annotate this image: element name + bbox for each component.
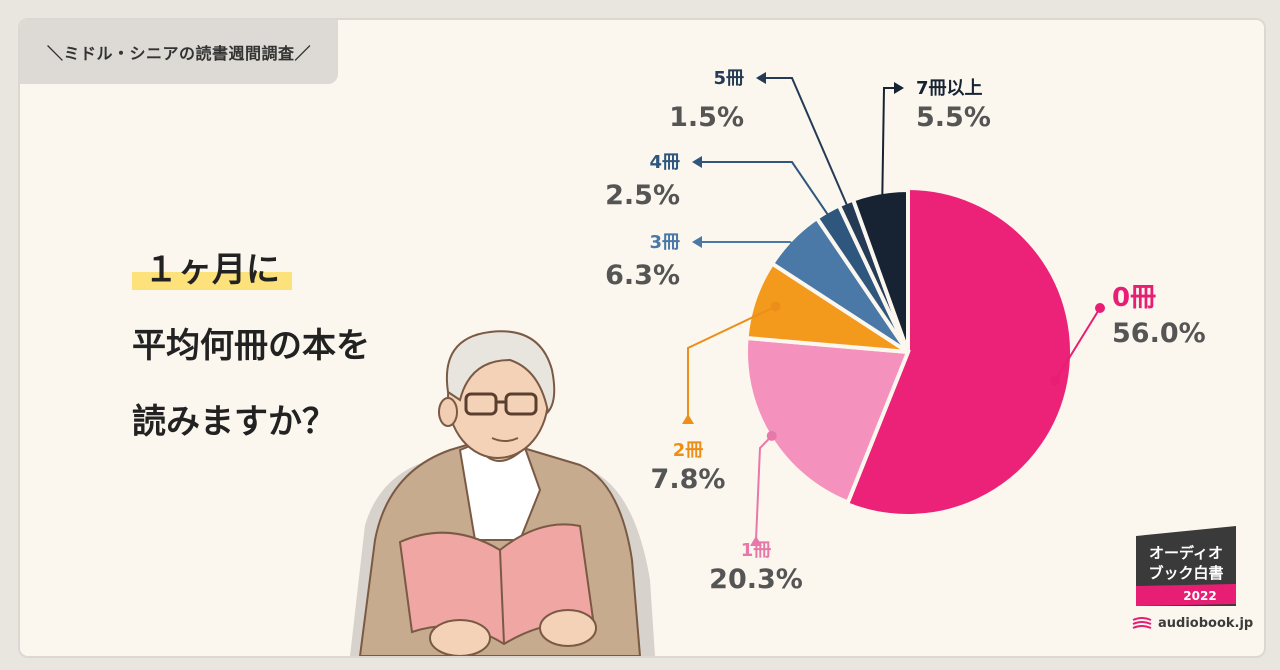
slice-value-4: 2.5% [605,180,680,211]
leader-dot-0 [1050,375,1061,386]
pie-slice-6 [850,187,910,353]
audiobook-logo-icon [1132,616,1152,629]
leader-marker-6 [894,82,904,94]
pie-slice-0 [844,185,1074,518]
badge-year: 2022 [1183,589,1216,603]
leader-line-0 [1054,307,1101,381]
slice-label-3: 3冊 [649,232,680,253]
card-frame: ＼ミドル・シニアの読書週間調査／ １ヶ月に 平均何冊の本を 読みますか？ 0冊 5… [18,18,1266,658]
slice-label-5: 5冊 [713,68,744,89]
leader-line-2 [687,305,777,418]
leader-dot-2 [770,301,781,312]
badge-line-1: オーディオ [1149,544,1223,562]
slice-value-5: 1.5% [669,102,744,133]
header-tag: ＼ミドル・シニアの読書週間調査／ [20,20,338,84]
leader-line-1 [755,435,773,541]
slice-label-0: 0冊 [1112,283,1156,313]
slice-value-2: 7.8% [651,464,726,495]
leader-dot-1 [766,430,777,441]
leader-marker-4 [692,156,702,168]
slice-value-0: 56.0% [1112,318,1206,349]
leader-marker-2 [682,414,694,424]
leader-marker-0 [1095,303,1105,313]
leader-dot-3 [802,249,813,260]
leader-dot-4 [833,225,844,236]
slice-label-6: 7冊以上 [916,78,983,99]
leader-line-3 [696,241,809,255]
question-line-1: １ヶ月に [132,242,292,291]
badge-ribbon [1136,584,1236,606]
leader-dot-5 [846,210,857,221]
question-line-2: 平均何冊の本を [132,326,370,366]
slice-value-6: 5.5% [916,102,991,133]
leader-dot-6 [877,199,888,210]
slice-label-1: 1冊 [741,540,772,561]
leader-line-6 [881,87,900,205]
leader-line-5 [760,77,853,216]
badge-line-2: ブック白書 [1148,564,1223,582]
slice-label-4: 4冊 [649,152,680,173]
brand-mark: audiobook.jp [1132,616,1253,631]
slice-value-1: 20.3% [709,564,803,595]
audiobook-white-paper-badge: オーディオ ブック白書 2022 [1136,526,1236,606]
brand-name: audiobook.jp [1158,616,1254,631]
leader-marker-3 [692,236,702,248]
slice-value-3: 6.3% [605,260,680,291]
leader-marker-5 [756,72,766,84]
leader-marker-1 [750,536,762,546]
leader-line-4 [696,161,840,231]
pie-chart: 0冊 56.0% 1冊 20.3% 2冊 7.8% 3冊 6.3% 4冊 2.5% 5冊 1.5% 7冊… [605,68,1206,595]
slice-label-2: 2冊 [673,440,704,461]
question-highlight: １ヶ月に [132,250,292,290]
question-line-3: 読みますか？ [132,402,336,442]
